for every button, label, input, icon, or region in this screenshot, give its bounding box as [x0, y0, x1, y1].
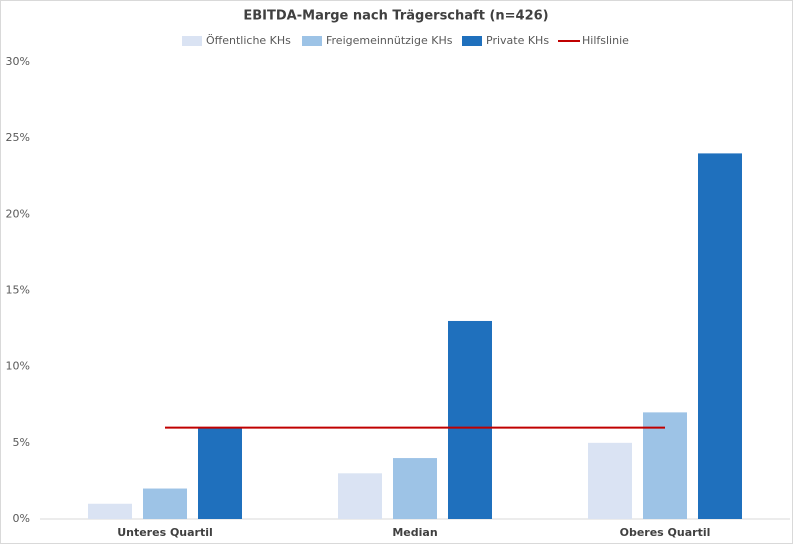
- bar: [588, 442, 632, 519]
- legend-label: Hilfslinie: [582, 34, 629, 47]
- y-tick-label: 30%: [6, 55, 30, 68]
- bar: [698, 153, 742, 519]
- bar: [393, 458, 437, 519]
- y-tick-label: 15%: [6, 284, 30, 297]
- legend-swatch: [182, 36, 202, 46]
- x-tick-label: Unteres Quartil: [117, 526, 213, 539]
- x-tick-label: Median: [392, 526, 437, 539]
- chart-title: EBITDA-Marge nach Trägerschaft (n=426): [243, 9, 548, 24]
- bar: [643, 412, 687, 519]
- y-tick-label: 5%: [13, 436, 30, 449]
- bar: [143, 488, 187, 519]
- y-tick-label: 10%: [6, 360, 30, 373]
- bar: [88, 503, 132, 519]
- legend-label: Private KHs: [486, 34, 549, 47]
- x-tick-label: Oberes Quartil: [620, 526, 711, 539]
- legend-swatch: [302, 36, 322, 46]
- bar: [448, 320, 492, 519]
- legend-label: Freigemeinnützige KHs: [326, 34, 453, 47]
- legend-swatch: [462, 36, 482, 46]
- bar: [338, 473, 382, 519]
- y-tick-label: 25%: [6, 131, 30, 144]
- legend-label: Öffentliche KHs: [206, 34, 291, 47]
- y-tick-label: 0%: [13, 512, 30, 525]
- bar: [198, 427, 242, 519]
- y-tick-label: 20%: [6, 207, 30, 220]
